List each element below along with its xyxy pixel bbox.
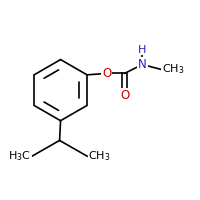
Text: H: H bbox=[138, 45, 147, 55]
Text: O: O bbox=[120, 89, 129, 102]
Text: O: O bbox=[102, 67, 112, 80]
Text: H$_3$C: H$_3$C bbox=[8, 149, 31, 163]
Text: N: N bbox=[138, 58, 147, 71]
Text: CH$_3$: CH$_3$ bbox=[88, 149, 111, 163]
Text: CH$_3$: CH$_3$ bbox=[162, 63, 185, 76]
